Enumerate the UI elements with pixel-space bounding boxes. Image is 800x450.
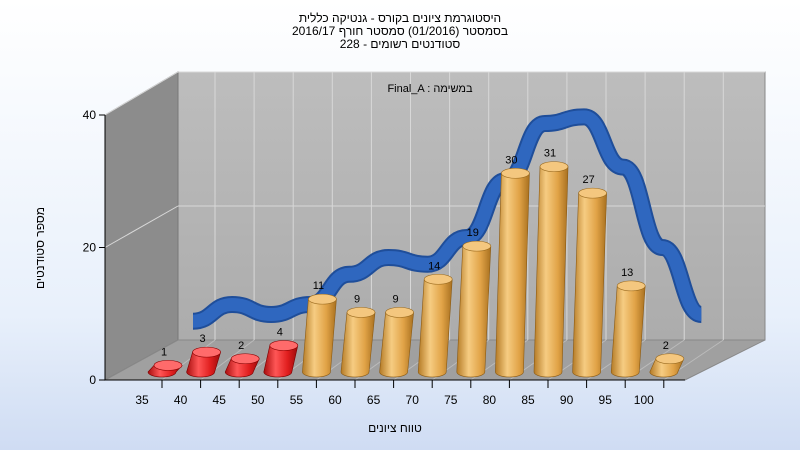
- bar-top: [269, 340, 299, 351]
- bar-body: [186, 351, 222, 378]
- x-tick-label: 65: [367, 393, 381, 407]
- data-label: 9: [393, 293, 399, 305]
- x-tick-label: 55: [290, 393, 304, 407]
- bar-body: [572, 192, 607, 378]
- bar: [456, 240, 492, 378]
- data-label: 27: [582, 174, 594, 186]
- bar-top: [578, 187, 607, 199]
- bar-top: [192, 346, 221, 358]
- bar-body: [379, 312, 414, 378]
- bar: [302, 293, 337, 378]
- bar-top: [423, 273, 453, 285]
- data-label: 1: [161, 346, 167, 358]
- bar: [186, 346, 222, 378]
- bar-body: [417, 278, 453, 378]
- chart-title-line-3: סטודנטים רשומים - 228: [340, 37, 461, 51]
- data-label: 31: [544, 148, 556, 160]
- x-axis-title: טווח ציונים: [368, 421, 422, 435]
- bar: [610, 280, 646, 378]
- gridline-side: [104, 205, 179, 248]
- gridline-side: [104, 71, 179, 116]
- bar-top: [385, 307, 414, 318]
- bar-top: [346, 307, 376, 318]
- series-annotation: Final_A : במשימה: [387, 83, 473, 95]
- x-axis: 35 40 45 50 55 60 65 70 75 80 85 90 95 100: [105, 379, 685, 407]
- x-tick-label: 90: [560, 393, 574, 407]
- x-tick-label: 40: [174, 393, 188, 407]
- plot-side-wall: [104, 71, 179, 381]
- x-tick-label: 60: [328, 393, 342, 407]
- trend-curve-line: [192, 110, 704, 328]
- data-label: 19: [467, 227, 479, 239]
- bar: [649, 353, 685, 378]
- bar: [263, 340, 299, 378]
- bar-body: [263, 345, 299, 378]
- bar-body: [340, 312, 376, 378]
- bar-body: [610, 285, 646, 378]
- data-label: 30: [505, 154, 517, 166]
- x-tick-label: 95: [599, 393, 613, 407]
- data-label: 13: [621, 267, 633, 279]
- data-label: 11: [313, 280, 324, 292]
- bar-top: [655, 353, 685, 365]
- data-label: 2: [663, 340, 669, 352]
- x-tick-label: 70: [406, 393, 420, 407]
- x-tick-label: 75: [444, 393, 458, 407]
- bar-top: [616, 280, 646, 292]
- trend-curve: [192, 108, 704, 330]
- bar: [533, 161, 569, 378]
- y-axis: 0 20 40: [83, 108, 106, 387]
- x-tick-label: 80: [483, 393, 497, 407]
- x-tick-label: 85: [521, 393, 535, 407]
- bar-top: [308, 293, 337, 305]
- y-tick-label: 0: [89, 373, 96, 387]
- bar: [379, 307, 414, 378]
- bar-top: [539, 161, 569, 172]
- y-tick-label: 40: [83, 108, 97, 122]
- bar-top: [230, 353, 260, 365]
- data-label: 4: [277, 327, 283, 339]
- chart-titles: היסטוגרמת ציונים בקורס - גנטיקה כללית בס…: [292, 11, 508, 51]
- bar: [147, 360, 183, 378]
- chart-title-line-1: היסטוגרמת ציונים בקורס - גנטיקה כללית: [299, 11, 501, 25]
- x-tick-label: 35: [135, 393, 149, 407]
- bar-top: [501, 167, 530, 179]
- bar: [495, 167, 530, 378]
- data-label: 14: [428, 260, 440, 272]
- x-tick-label: 100: [634, 393, 654, 407]
- x-tick-label: 45: [213, 393, 227, 407]
- bar-body: [495, 172, 530, 378]
- chart-title-line-2: בסמסטר (01/2016) סמסטר חורף 2016/17: [292, 24, 508, 38]
- data-label: 9: [354, 293, 360, 305]
- bar-top: [153, 360, 183, 371]
- data-label: 2: [238, 340, 244, 352]
- bar-body: [456, 245, 492, 378]
- bar-body: [533, 166, 569, 378]
- data-label: 3: [200, 333, 206, 345]
- bar: [340, 307, 376, 378]
- y-tick-label: 20: [83, 241, 97, 255]
- x-tick-label: 50: [251, 393, 265, 407]
- bar: [572, 187, 607, 378]
- bar: [417, 273, 453, 378]
- bar-series: [147, 161, 685, 378]
- bar: [224, 353, 260, 378]
- bar-top: [462, 240, 492, 252]
- y-axis-title: מספר סטודנטים: [33, 207, 47, 289]
- bar-body: [302, 298, 337, 378]
